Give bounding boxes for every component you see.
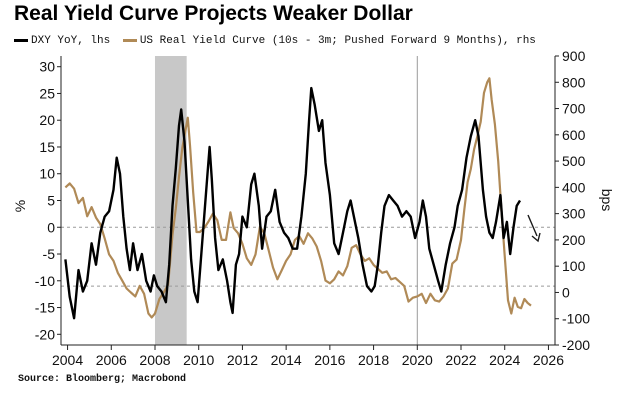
x-tick-label: 2014: [271, 352, 302, 368]
left-tick-label: -10: [35, 273, 55, 289]
x-tick-label: 2026: [533, 352, 564, 368]
left-axis-unit-label: %: [12, 200, 28, 212]
right-tick-label: 600: [562, 127, 586, 143]
axis-layer: [57, 55, 559, 350]
right-tick-label: 400: [562, 179, 586, 195]
right-tick-label: 700: [562, 101, 586, 117]
down-arrow-annotation: [527, 214, 541, 243]
x-tick-label: 2022: [445, 352, 476, 368]
x-tick-label: 2004: [52, 352, 83, 368]
series-line-dxy: [64, 86, 522, 320]
legend: DXY YoY, lhs US Real Yield Curve (10s - …: [14, 34, 542, 47]
series-layer: [64, 77, 532, 320]
x-tick-label: 2020: [402, 352, 433, 368]
down-arrow-shaft: [527, 214, 538, 237]
right-tick-label: 300: [562, 206, 586, 222]
right-tick-label: 900: [562, 48, 586, 64]
left-tick-label: -20: [35, 326, 55, 342]
left-tick-label: 0: [47, 219, 55, 235]
left-tick-label: 25: [39, 85, 55, 101]
series-line-real-yield: [64, 77, 532, 319]
x-tick-label: 2006: [96, 352, 127, 368]
left-tick-label: 30: [39, 59, 55, 75]
x-tick-label: 2010: [183, 352, 214, 368]
x-tick-label: 2018: [358, 352, 389, 368]
right-tick-label: 0: [562, 284, 570, 300]
x-tick-label: 2012: [227, 352, 258, 368]
right-tick-label: -200: [562, 337, 590, 353]
right-tick-label: 500: [562, 153, 586, 169]
left-tick-label: 10: [39, 166, 55, 182]
left-tick-label: 15: [39, 139, 55, 155]
tick-label-layer: 2004 2006 2008 2010 2012 2014 2016 2018 2020 2022…: [35, 48, 590, 368]
left-tick-label: -5: [43, 246, 56, 262]
source-note: Source: Bloomberg; Macrobond: [18, 374, 187, 385]
reference-line-layer: [61, 56, 555, 345]
left-tick-label: 5: [47, 193, 55, 209]
legend-item-dxy: DXY YoY, lhs: [14, 35, 110, 47]
legend-label-real-yield: US Real Yield Curve (10s - 3m; Pushed Fo…: [139, 34, 536, 47]
right-tick-label: -100: [562, 311, 590, 327]
left-tick-label: -15: [35, 300, 55, 316]
left-tick-label: 20: [39, 112, 55, 128]
x-tick-label: 2008: [139, 352, 170, 368]
chart-title: Real Yield Curve Projects Weaker Dollar: [14, 2, 413, 25]
x-tick-label: 2016: [314, 352, 345, 368]
right-tick-label: 100: [562, 258, 586, 274]
legend-item-real-yield: US Real Yield Curve (10s - 3m; Pushed Fo…: [122, 34, 536, 47]
right-tick-label: 200: [562, 232, 586, 248]
x-tick-label: 2024: [489, 352, 520, 368]
legend-swatch-dxy: [14, 39, 28, 42]
legend-swatch-real-yield: [122, 39, 137, 42]
right-axis-unit-label: bps: [599, 189, 615, 212]
right-tick-label: 800: [562, 74, 586, 90]
down-arrow-head: [531, 232, 541, 243]
legend-label-dxy: DXY YoY, lhs: [31, 34, 111, 47]
